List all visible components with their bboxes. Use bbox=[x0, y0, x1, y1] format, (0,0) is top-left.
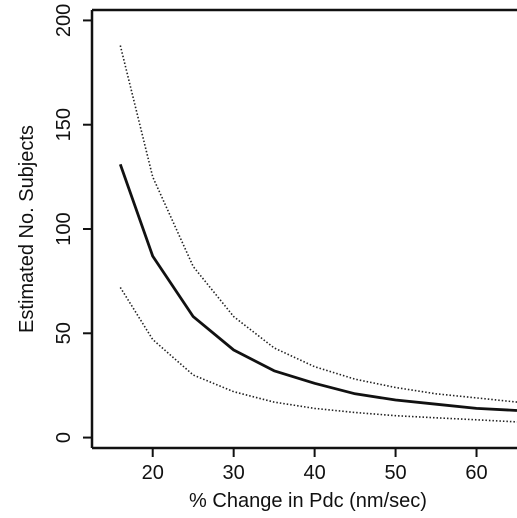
y-axis-title: Estimated No. Subjects bbox=[16, 125, 38, 333]
x-ticks: 20 30 40 50 60 bbox=[142, 448, 488, 484]
upper-bound-line bbox=[119, 45, 517, 403]
y-tick-label: 200 bbox=[53, 4, 75, 37]
y-tick-label: 100 bbox=[53, 212, 75, 245]
x-tick-label: 30 bbox=[223, 462, 245, 484]
y-tick-label: 50 bbox=[53, 322, 75, 344]
x-axis-title: % Change in Pdc (nm/sec) bbox=[189, 490, 427, 512]
x-tick-label: 20 bbox=[142, 462, 164, 484]
x-tick-label: 40 bbox=[303, 462, 325, 484]
x-tick-label: 50 bbox=[384, 462, 406, 484]
y-tick-label: 150 bbox=[53, 108, 75, 141]
axes bbox=[90, 8, 517, 450]
estimate-line bbox=[118, 163, 517, 412]
x-tick-label: 60 bbox=[465, 462, 487, 484]
lower-bound-line bbox=[119, 286, 517, 423]
series-layer bbox=[118, 45, 517, 423]
y-ticks: 0 50 100 150 200 bbox=[53, 4, 92, 443]
y-tick-label: 0 bbox=[53, 432, 75, 443]
